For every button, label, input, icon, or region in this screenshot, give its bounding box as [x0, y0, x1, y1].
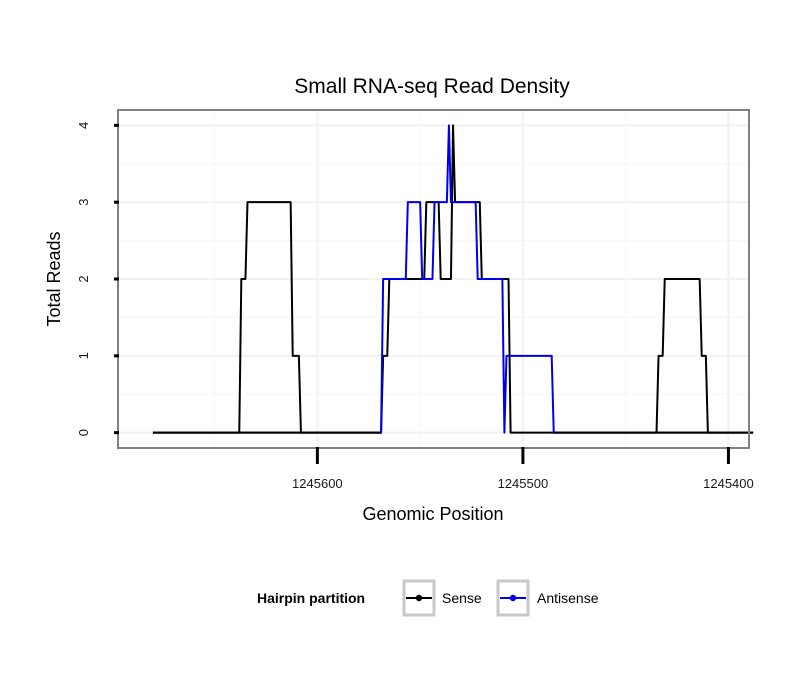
series-layer — [152, 124, 754, 434]
x-tick-label-0: 1245600 — [292, 476, 343, 491]
y-tick-label-4: 4 — [76, 122, 91, 129]
legend-label-sense: Sense — [442, 590, 482, 606]
legend-label-antisense: Antisense — [537, 590, 599, 606]
series-line-antisense — [152, 124, 754, 434]
x-axis: 1245600 1245500 1245400 — [292, 447, 754, 491]
legend: Hairpin partition Sense Antisense — [257, 579, 599, 617]
legend-item-antisense: Antisense — [496, 579, 599, 617]
legend-item-sense: Sense — [402, 579, 482, 617]
grid — [118, 110, 749, 448]
series-line-sense — [152, 124, 754, 434]
y-tick-label-2: 2 — [76, 275, 91, 282]
x-tick-label-1: 1245500 — [498, 476, 549, 491]
legend-title: Hairpin partition — [257, 590, 365, 606]
y-axis-title: Total Reads — [44, 231, 64, 326]
y-tick-label-3: 3 — [76, 199, 91, 206]
legend-dot-antisense — [509, 594, 517, 602]
x-axis-title: Genomic Position — [362, 504, 503, 524]
chart-title: Small RNA-seq Read Density — [294, 75, 570, 98]
y-tick-label-0: 0 — [76, 429, 91, 436]
legend-dot-sense — [415, 594, 423, 602]
x-tick-label-2: 1245400 — [703, 476, 754, 491]
plot-area — [117, 109, 754, 449]
y-tick-label-1: 1 — [76, 352, 91, 359]
y-axis: 0 1 2 3 4 — [76, 122, 119, 436]
